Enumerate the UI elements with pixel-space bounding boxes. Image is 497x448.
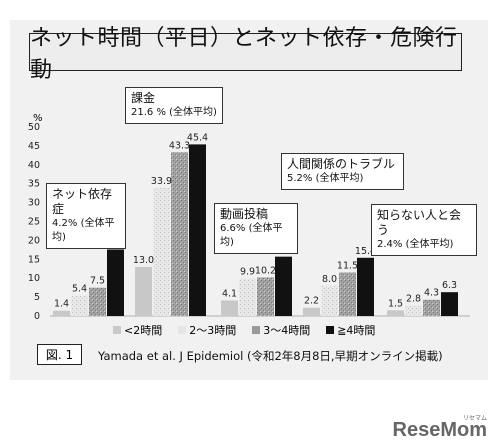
- legend-item: ≧4時間: [326, 322, 375, 338]
- bar-3-1: [89, 287, 106, 316]
- y-tick-label: 30: [28, 198, 40, 209]
- callout-heading: ネット依存症: [52, 187, 113, 216]
- bar-3-4: [339, 272, 356, 316]
- callout-billing: 課金 21.6 % (全体平均): [125, 87, 223, 124]
- data-label: 33.9: [151, 176, 172, 187]
- data-label: 10.2: [255, 265, 276, 276]
- bar-4-4: [357, 257, 374, 316]
- legend-label: 2〜3時間: [189, 324, 237, 337]
- data-label: 45.4: [187, 132, 208, 143]
- bar-3-2: [171, 152, 188, 316]
- data-label: 11.5: [337, 261, 358, 272]
- bar-1-2: [135, 266, 152, 316]
- data-label: 9.9: [240, 267, 255, 278]
- legend-label: <2時間: [124, 324, 163, 337]
- callout-net-addiction: ネット依存症 4.2% (全体平均): [46, 183, 126, 249]
- callout-value: 21.6 % (全体平均): [131, 107, 217, 118]
- legend-swatch: [252, 326, 261, 334]
- y-tick-label: 20: [28, 235, 40, 246]
- chart-legend: <2時間 2〜3時間 3〜4時間 ≧4時間: [113, 322, 375, 338]
- chart-title: ネット時間（平日）とネット依存・危険行動: [30, 26, 458, 83]
- bars-group: [53, 144, 458, 316]
- chart-title-box: ネット時間（平日）とネット依存・危険行動: [29, 26, 462, 83]
- data-label: 7.5: [90, 276, 105, 287]
- y-tick-label: 10: [28, 273, 40, 284]
- bar-4-5: [441, 292, 458, 316]
- legend-swatch: [326, 326, 335, 334]
- callout-value: 4.2% (全体平均): [52, 218, 115, 243]
- y-tick-label: 45: [28, 141, 40, 152]
- bar-3-5: [423, 299, 440, 316]
- legend-label: 3〜4時間: [263, 324, 311, 337]
- bar-3-3: [257, 277, 274, 316]
- callout-heading: 課金: [131, 91, 156, 105]
- data-label: 15.4: [355, 246, 376, 257]
- y-tick-label: 25: [28, 217, 40, 228]
- logo-text: ReseMom: [392, 419, 487, 441]
- legend-label: ≧4時間: [337, 324, 376, 337]
- bar-2-5: [405, 305, 422, 316]
- y-tick-label: 35: [28, 179, 40, 190]
- data-label: 4.1: [222, 289, 237, 300]
- y-tick-label: 15: [28, 254, 40, 265]
- callout-heading: 人間関係のトラブル: [287, 157, 396, 171]
- logo-subtext: リセマム: [462, 416, 487, 422]
- bar-1-5: [387, 310, 404, 316]
- bar-2-2: [153, 187, 170, 316]
- data-label: 5.4: [72, 284, 87, 295]
- callout-value: 5.2% (全体平均): [287, 173, 364, 184]
- bar-4-2: [189, 144, 206, 316]
- legend-item: 2〜3時間: [178, 322, 236, 338]
- legend-swatch: [178, 326, 187, 334]
- y-tick-label: 5: [34, 292, 40, 303]
- callout-value: 6.6% (全体平均): [220, 223, 283, 248]
- callout-heading: 動画投稿: [220, 207, 269, 221]
- data-label: 1.5: [388, 298, 403, 309]
- bar-2-3: [239, 278, 256, 316]
- bar-2-4: [321, 285, 338, 316]
- callout-video-posting: 動画投稿 6.6% (全体平均): [214, 203, 298, 254]
- data-label: 4.3: [424, 288, 439, 299]
- callout-relationship-trouble: 人間関係のトラブル 5.2% (全体平均): [281, 153, 404, 190]
- data-labels-group: 1.45.47.517.613.033.943.345.44.19.910.21…: [54, 132, 457, 309]
- bar-4-3: [275, 256, 292, 316]
- callout-meeting-strangers: 知らない人と会う 2.4% (全体平均): [371, 204, 477, 256]
- figure-label: 図. 1: [37, 344, 82, 365]
- citation: Yamada et al. J Epidemiol (令和2年8月8日,早期オン…: [98, 349, 443, 363]
- y-tick-label: 0: [34, 311, 40, 322]
- resemom-logo: リセマム ReseMom: [392, 416, 487, 442]
- y-tick-label: 40: [28, 160, 40, 171]
- y-axis-unit: %: [33, 113, 43, 124]
- legend-swatch: [113, 326, 121, 334]
- callout-heading: 知らない人と会う: [377, 208, 462, 237]
- bar-1-3: [221, 300, 238, 316]
- bar-1-4: [303, 307, 320, 316]
- data-label: 1.4: [54, 299, 69, 310]
- data-label: 43.3: [169, 140, 190, 151]
- bar-2-1: [71, 295, 88, 316]
- bar-1-1: [53, 310, 70, 316]
- legend-item: 3〜4時間: [252, 322, 310, 338]
- legend-item: <2時間: [113, 322, 162, 338]
- bar-4-1: [107, 249, 124, 316]
- y-tick-label: 50: [28, 122, 40, 133]
- data-label: 2.2: [304, 296, 319, 307]
- data-label: 6.3: [442, 280, 457, 291]
- data-label: 2.8: [406, 293, 421, 304]
- callout-value: 2.4% (全体平均): [377, 239, 454, 250]
- data-label: 13.0: [133, 255, 154, 266]
- data-label: 8.0: [322, 274, 337, 285]
